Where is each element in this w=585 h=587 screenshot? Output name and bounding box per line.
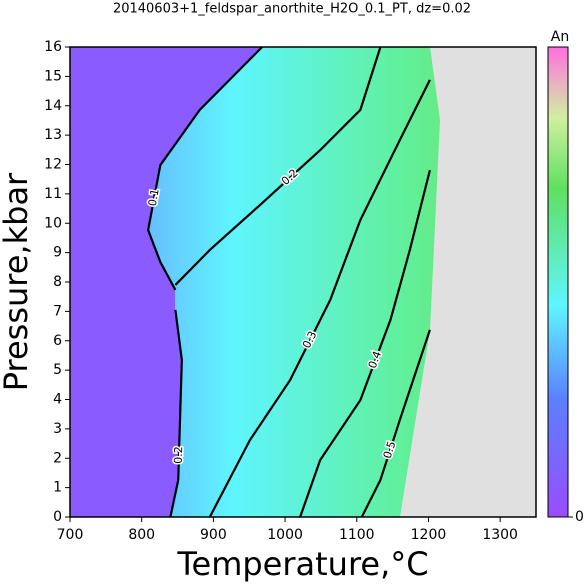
y-tick-label: 9 (53, 245, 62, 261)
y-tick-label: 4 (53, 392, 62, 408)
low-region (70, 47, 262, 517)
y-tick-label: 8 (53, 274, 62, 290)
contour-label: 0.1 (146, 188, 162, 208)
contour-line (169, 309, 183, 518)
x-tick-label: 800 (128, 527, 155, 543)
y-tick-label: 1 (53, 480, 62, 496)
contour-label: 0.2 (172, 446, 185, 464)
y-tick-label: 6 (53, 333, 62, 349)
y-tick-label: 0 (53, 509, 62, 525)
y-axis-label: Pressure,kbar (0, 172, 35, 391)
x-axis-label: Temperature,°C (176, 545, 428, 583)
contour-line (299, 169, 431, 518)
out-of-range-region (400, 47, 536, 517)
x-tick-label: 1100 (339, 527, 375, 543)
y-tick-label: 10 (44, 215, 62, 231)
x-tick-label: 1300 (482, 527, 518, 543)
colorbar (547, 46, 569, 518)
y-tick-label: 13 (44, 127, 62, 143)
contour-line (360, 329, 431, 518)
x-tick-label: 1000 (267, 527, 303, 543)
x-tick-label: 1200 (411, 527, 447, 543)
colorbar-label: An (551, 29, 569, 45)
colorbar-tick-label: 0 (575, 509, 584, 525)
y-tick-label: 2 (53, 450, 62, 466)
y-tick-label: 16 (44, 39, 62, 55)
y-tick-label: 11 (44, 186, 62, 202)
contour-line (147, 46, 263, 291)
contour-line (174, 46, 382, 286)
chart-title: 20140603+1_feldspar_anorthite_H2O_0.1_PT… (113, 2, 471, 17)
y-tick-label: 14 (44, 98, 62, 114)
x-tick-label: 900 (200, 527, 227, 543)
y-tick-label: 12 (44, 157, 62, 173)
y-tick-label: 7 (53, 303, 62, 319)
contour-line (208, 79, 431, 518)
y-tick-label: 3 (53, 421, 62, 437)
x-tick-label: 700 (57, 527, 84, 543)
y-tick-label: 5 (53, 362, 62, 378)
y-tick-label: 15 (44, 68, 62, 84)
